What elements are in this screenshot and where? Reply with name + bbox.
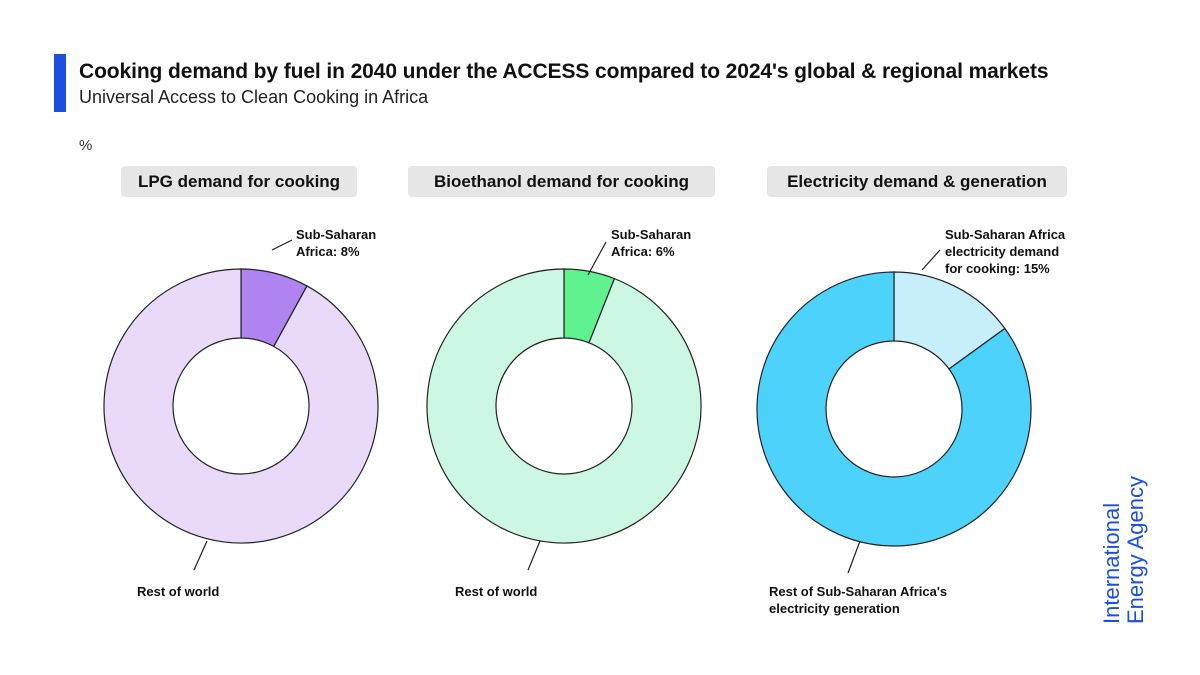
lpg-slice-1 xyxy=(103,268,379,544)
bioethanol-leader-line-1 xyxy=(527,540,541,571)
panel-title-electricity: Electricity demand & generation xyxy=(767,166,1067,197)
lpg-leader-line-0 xyxy=(271,239,293,251)
panel-title-lpg: LPG demand for cooking xyxy=(121,166,357,197)
bioethanol-slice-label-0: Sub-Saharan Africa: 6% xyxy=(611,227,691,259)
panel-title-bioethanol: Bioethanol demand for cooking xyxy=(408,166,715,197)
electricity-leader-line-0 xyxy=(921,249,941,271)
bioethanol-slice-label-1: Rest of world xyxy=(455,584,537,599)
chart-subtitle: Universal Access to Clean Cooking in Afr… xyxy=(79,87,429,107)
electricity-slice-label-0: Sub-Saharan Africa electricity demand for … xyxy=(945,227,1066,276)
logo-line-2: Energy Agency xyxy=(1123,476,1148,624)
iea-logo: International Energy Agency xyxy=(1099,476,1148,624)
lpg-leader-line-1 xyxy=(193,540,208,571)
lpg-slice-label-0: Sub-Saharan Africa: 8% xyxy=(296,227,376,259)
unit-label: % xyxy=(79,137,93,154)
bioethanol-leader-line-0 xyxy=(587,241,607,276)
bioethanol-slice-1 xyxy=(426,268,702,544)
lpg-slice-label-1: Rest of world xyxy=(137,584,219,599)
chart-title: Cooking demand by fuel in 2040 under the… xyxy=(79,60,1049,83)
title-accent-bar xyxy=(54,54,66,112)
electricity-slice-1 xyxy=(756,271,1032,547)
electricity-slice-label-1: Rest of Sub-Saharan Africa's electricity … xyxy=(769,584,947,616)
electricity-leader-line-1 xyxy=(847,540,861,574)
logo-line-1: International xyxy=(1099,502,1124,624)
